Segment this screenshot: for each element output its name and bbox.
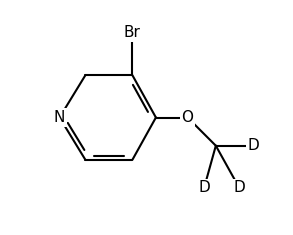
Text: O: O bbox=[182, 110, 194, 125]
Text: D: D bbox=[198, 180, 210, 196]
Text: D: D bbox=[234, 180, 245, 196]
Text: D: D bbox=[248, 138, 259, 153]
Text: Br: Br bbox=[124, 25, 141, 40]
Text: N: N bbox=[54, 110, 65, 125]
